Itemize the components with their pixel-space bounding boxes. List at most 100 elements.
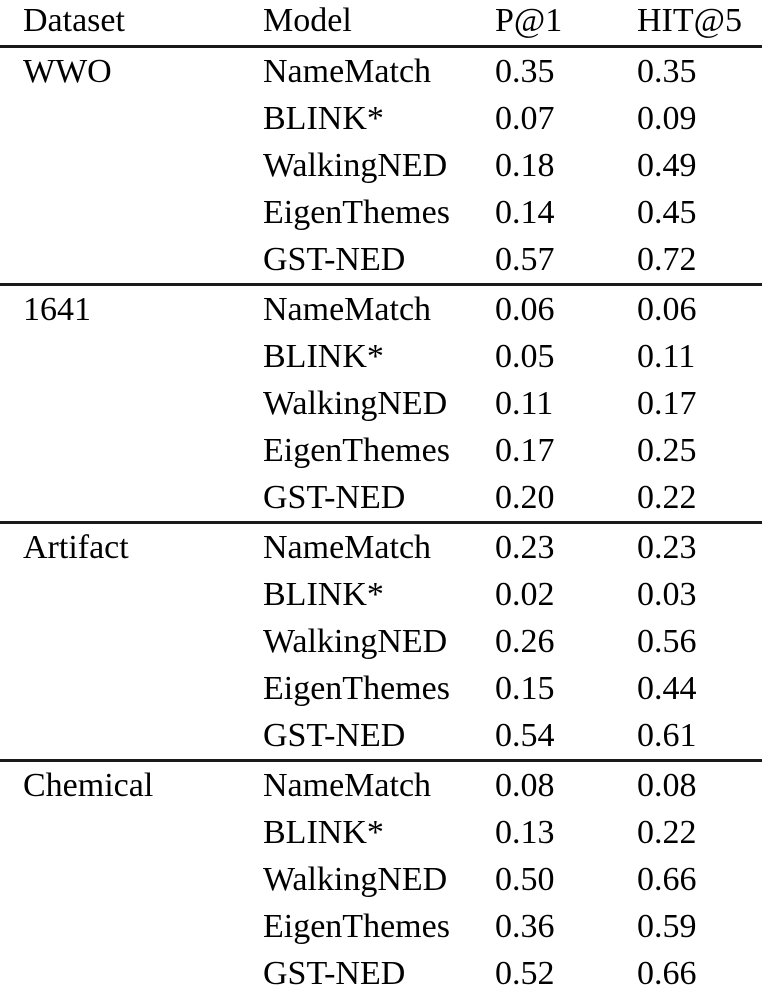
hit-at-5-cell: 0.45: [637, 193, 697, 231]
dataset-cell: [0, 571, 262, 618]
hit-at-5-cell: 0.23: [637, 528, 697, 566]
p-at-1-cell: 0.36: [495, 907, 555, 945]
p-at-1-cell: 0.52: [495, 954, 555, 992]
dataset-cell: [0, 95, 262, 142]
dataset-cell: [0, 142, 262, 189]
model-cell: EigenThemes: [263, 193, 450, 231]
dataset-cell: 1641: [23, 290, 91, 328]
p-at-1-cell: 0.23: [495, 528, 555, 566]
model-cell: EigenThemes: [263, 907, 450, 945]
model-cell: WalkingNED: [263, 860, 448, 898]
p-at-1-cell: 0.07: [495, 99, 555, 137]
dataset-cell: [0, 712, 262, 761]
model-cell: GST-NED: [263, 240, 406, 278]
dataset-cell: [0, 380, 262, 427]
dataset-cell: [0, 236, 262, 285]
dataset-cell: [0, 903, 262, 950]
table-row: Chemical NameMatch 0.08 0.08: [0, 761, 762, 810]
table-row: BLINK* 0.07 0.09: [0, 95, 762, 142]
model-cell: GST-NED: [263, 716, 406, 754]
model-cell: BLINK*: [263, 337, 384, 375]
p-at-1-cell: 0.20: [495, 478, 555, 516]
model-cell: BLINK*: [263, 575, 384, 613]
table-row: WWO NameMatch 0.35 0.35: [0, 47, 762, 96]
model-cell: WalkingNED: [263, 146, 448, 184]
p-at-1-cell: 0.26: [495, 622, 555, 660]
dataset-cell: [0, 809, 262, 856]
hit-at-5-cell: 0.35: [637, 52, 697, 90]
p-at-1-cell: 0.14: [495, 193, 555, 231]
table-row: GST-NED 0.52 0.66: [0, 950, 762, 992]
table-row: WalkingNED 0.50 0.66: [0, 856, 762, 903]
table-row: Artifact NameMatch 0.23 0.23: [0, 523, 762, 572]
hit-at-5-cell: 0.11: [637, 337, 696, 375]
table-row: WalkingNED 0.18 0.49: [0, 142, 762, 189]
model-cell: BLINK*: [263, 99, 384, 137]
dataset-group: Artifact NameMatch 0.23 0.23 BLINK* 0.02 0.03 W…: [0, 522, 762, 761]
hit-at-5-cell: 0.09: [637, 99, 697, 137]
p-at-1-cell: 0.13: [495, 813, 555, 851]
dataset-cell: [0, 950, 262, 992]
table-row: GST-NED 0.54 0.61: [0, 712, 762, 761]
table-header: Dataset Model P@1 HIT@5: [0, 0, 762, 47]
table-row: BLINK* 0.13 0.22: [0, 809, 762, 856]
p-at-1-cell: 0.15: [495, 669, 555, 707]
dataset-cell: [0, 189, 262, 236]
table-row: EigenThemes 0.15 0.44: [0, 665, 762, 712]
dataset-cell: [0, 856, 262, 903]
hit-at-5-cell: 0.08: [637, 766, 697, 804]
table-row: GST-NED 0.20 0.22: [0, 474, 762, 523]
column-header-model: Model: [263, 2, 352, 39]
table-row: BLINK* 0.02 0.03: [0, 571, 762, 618]
model-cell: NameMatch: [263, 528, 432, 566]
dataset-cell: Artifact: [23, 528, 129, 566]
p-at-1-cell: 0.17: [495, 431, 555, 469]
p-at-1-cell: 0.57: [495, 240, 555, 278]
hit-at-5-cell: 0.66: [637, 860, 697, 898]
header-row: Dataset Model P@1 HIT@5: [0, 0, 762, 47]
column-header-p-at-1: P@1: [495, 2, 563, 39]
p-at-1-cell: 0.08: [495, 766, 555, 804]
p-at-1-cell: 0.50: [495, 860, 555, 898]
model-cell: BLINK*: [263, 813, 384, 851]
dataset-cell: WWO: [23, 52, 112, 90]
model-cell: EigenThemes: [263, 431, 450, 469]
dataset-cell: Chemical: [23, 766, 154, 804]
hit-at-5-cell: 0.56: [637, 622, 697, 660]
dataset-cell: [0, 333, 262, 380]
hit-at-5-cell: 0.61: [637, 716, 697, 754]
table-row: 1641 NameMatch 0.06 0.06: [0, 285, 762, 334]
hit-at-5-cell: 0.59: [637, 907, 697, 945]
hit-at-5-cell: 0.03: [637, 575, 697, 613]
model-cell: GST-NED: [263, 954, 406, 992]
hit-at-5-cell: 0.49: [637, 146, 697, 184]
dataset-group: Chemical NameMatch 0.08 0.08 BLINK* 0.13 0.22 W…: [0, 760, 762, 992]
table-row: WalkingNED 0.11 0.17: [0, 380, 762, 427]
p-at-1-cell: 0.05: [495, 337, 555, 375]
dataset-group: 1641 NameMatch 0.06 0.06 BLINK* 0.05 0.11 Walki…: [0, 284, 762, 523]
p-at-1-cell: 0.35: [495, 52, 555, 90]
column-header-hit-at-5: HIT@5: [637, 2, 742, 39]
column-header-dataset: Dataset: [23, 2, 125, 39]
dataset-cell: [0, 665, 262, 712]
dataset-cell: [0, 474, 262, 523]
p-at-1-cell: 0.11: [495, 384, 554, 422]
table-row: EigenThemes 0.14 0.45: [0, 189, 762, 236]
hit-at-5-cell: 0.25: [637, 431, 697, 469]
model-cell: GST-NED: [263, 478, 406, 516]
table-row: GST-NED 0.57 0.72: [0, 236, 762, 285]
table-row: BLINK* 0.05 0.11: [0, 333, 762, 380]
model-cell: WalkingNED: [263, 622, 448, 660]
p-at-1-cell: 0.02: [495, 575, 555, 613]
p-at-1-cell: 0.54: [495, 716, 555, 754]
hit-at-5-cell: 0.72: [637, 240, 697, 278]
model-cell: NameMatch: [263, 52, 432, 90]
hit-at-5-cell: 0.06: [637, 290, 697, 328]
hit-at-5-cell: 0.17: [637, 384, 697, 422]
hit-at-5-cell: 0.44: [637, 669, 697, 707]
hit-at-5-cell: 0.66: [637, 954, 697, 992]
model-cell: NameMatch: [263, 766, 432, 804]
dataset-group: WWO NameMatch 0.35 0.35 BLINK* 0.07 0.09 Walkin…: [0, 47, 762, 285]
dataset-cell: [0, 618, 262, 665]
